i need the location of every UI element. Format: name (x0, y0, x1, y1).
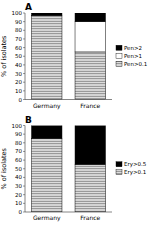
y-tick-label: 90 (15, 19, 22, 25)
bar-segment (32, 138, 62, 212)
x-axis (25, 99, 112, 100)
y-tick-label: 20 (15, 79, 22, 85)
bars (32, 13, 106, 100)
y-axis-label: % of isolates (0, 147, 8, 189)
x-tick-label: Germany (33, 102, 61, 110)
legend: Ery>0.5Ery>0.1 (116, 161, 147, 176)
legend-label: Ery>0.5 (124, 161, 147, 168)
y-tick-label: 100 (12, 123, 23, 129)
x-axis (25, 212, 112, 213)
bar-segment (75, 22, 105, 52)
panel: B % of isolates 0 10 20 30 40 50 60 70 80 90 100 Germ… (0, 115, 147, 223)
bar-segment (75, 13, 105, 22)
y-tick-label: 50 (15, 166, 22, 172)
y-tick-label: 0 (19, 209, 23, 215)
y-axis (25, 126, 26, 213)
figure: A% of isolates0102030405060708090100Germ… (0, 0, 150, 225)
y-tick-label: 30 (15, 71, 22, 77)
y-tick-label: 70 (15, 36, 22, 42)
y-tick-label: 10 (15, 88, 22, 94)
y-tick-label: 60 (15, 157, 22, 163)
legend-label: Pen>2 (124, 45, 142, 51)
y-tick-label: 80 (15, 140, 22, 146)
y-tick-label: 60 (15, 45, 22, 51)
legend-label: Pen>0.1 (124, 61, 147, 67)
legend: Pen>2 Pen>1 Pen>0.1 (116, 45, 147, 67)
legend-swatch (116, 170, 122, 175)
legend-swatch (116, 162, 122, 167)
bars (32, 126, 106, 213)
x-tick-label: France (80, 102, 100, 109)
bar-segment (32, 13, 62, 16)
y-tick-label: 10 (15, 200, 22, 206)
legend-swatch (116, 53, 122, 58)
y-tick-label: 70 (15, 148, 22, 154)
y-tick-label: 50 (15, 53, 22, 59)
bar-segment (75, 164, 105, 212)
legend-label: Pen>1 (124, 53, 142, 59)
y-tick-label: 80 (15, 27, 22, 33)
title: B (25, 115, 32, 125)
legend-swatch (116, 45, 122, 50)
bar-segment (32, 16, 62, 100)
y-tick-label: 40 (15, 174, 22, 180)
y-tick-label: 90 (15, 131, 22, 137)
x-tick-label: Germany (33, 214, 61, 222)
legend-swatch (116, 61, 122, 66)
title: A (25, 2, 32, 12)
y-tick-label: 0 (19, 97, 23, 103)
bar-segment (75, 126, 105, 165)
y-tick-label: 30 (15, 183, 22, 189)
x-tick-label: France (80, 214, 100, 221)
panel: A % of isolates 0 10 20 30 40 50 60 70 80 90 100 Germ… (0, 2, 147, 110)
bar-segment (32, 126, 62, 139)
y-axis (25, 13, 26, 100)
y-tick-label: 40 (15, 62, 22, 68)
y-tick-label: 20 (15, 192, 22, 198)
legend-label: Ery>0.1 (124, 169, 146, 176)
y-tick-label: 100 (12, 10, 23, 16)
y-axis-label: % of isolates (0, 35, 8, 77)
bar-segment (75, 52, 105, 100)
